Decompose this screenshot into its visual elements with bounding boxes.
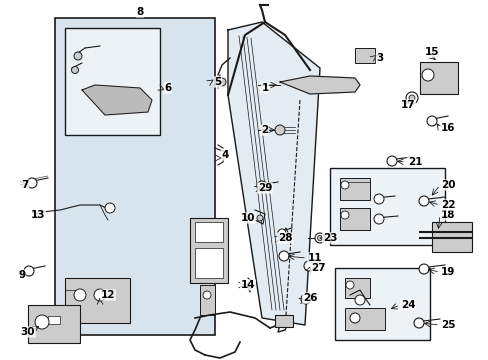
Text: 19: 19 (440, 267, 454, 277)
Text: 5: 5 (214, 77, 221, 87)
Circle shape (74, 289, 86, 301)
Circle shape (279, 251, 288, 261)
Text: 16: 16 (440, 123, 454, 133)
Circle shape (301, 294, 310, 304)
Circle shape (317, 235, 322, 240)
Bar (65, 278, 130, 323)
Circle shape (405, 92, 417, 104)
Circle shape (373, 194, 383, 204)
Bar (65, 28, 160, 135)
Text: 22: 22 (440, 200, 454, 210)
Text: 7: 7 (21, 180, 29, 190)
Bar (354, 48, 374, 63)
Bar (339, 208, 369, 230)
Text: 8: 8 (136, 7, 143, 17)
Circle shape (346, 281, 353, 289)
Circle shape (340, 211, 348, 219)
Circle shape (413, 318, 423, 328)
Text: 9: 9 (19, 270, 25, 280)
Circle shape (257, 181, 266, 191)
Circle shape (257, 215, 263, 221)
Circle shape (349, 313, 359, 323)
Bar (200, 285, 215, 315)
Circle shape (386, 156, 396, 166)
Bar (28, 305, 80, 343)
Text: 10: 10 (240, 213, 255, 223)
Circle shape (71, 67, 79, 73)
Text: 1: 1 (261, 83, 268, 93)
Text: 13: 13 (31, 210, 45, 220)
Text: 14: 14 (240, 280, 255, 290)
Circle shape (274, 125, 285, 135)
Text: 25: 25 (440, 320, 454, 330)
Circle shape (304, 261, 313, 271)
Bar (339, 178, 369, 200)
Circle shape (426, 116, 436, 126)
Bar (431, 222, 471, 252)
Bar (274, 315, 292, 327)
Circle shape (246, 282, 252, 288)
Circle shape (418, 264, 428, 274)
Text: 17: 17 (400, 100, 414, 110)
Circle shape (94, 289, 106, 301)
Bar (334, 268, 429, 340)
Bar (55, 18, 215, 335)
Circle shape (418, 196, 428, 206)
Bar (195, 222, 223, 242)
Bar (195, 248, 223, 278)
Text: 28: 28 (277, 233, 292, 243)
Text: 2: 2 (261, 125, 268, 135)
Text: 11: 11 (307, 253, 322, 263)
Polygon shape (82, 85, 152, 115)
Text: 12: 12 (101, 290, 115, 300)
Circle shape (421, 69, 433, 81)
Circle shape (105, 203, 115, 213)
Text: 18: 18 (440, 210, 454, 220)
Text: 6: 6 (164, 83, 171, 93)
Circle shape (203, 291, 210, 299)
Bar (419, 62, 457, 94)
Circle shape (373, 214, 383, 224)
Circle shape (278, 229, 285, 237)
Bar (190, 218, 227, 283)
Text: 4: 4 (221, 150, 228, 160)
Text: 3: 3 (376, 53, 383, 63)
Circle shape (354, 295, 364, 305)
Polygon shape (227, 22, 319, 325)
Text: 26: 26 (302, 293, 317, 303)
Bar (48, 316, 60, 324)
Text: 23: 23 (322, 233, 337, 243)
Bar (329, 168, 444, 245)
Text: 30: 30 (20, 327, 35, 337)
Text: 21: 21 (407, 157, 421, 167)
Circle shape (27, 178, 37, 188)
Circle shape (218, 78, 225, 86)
Bar (345, 278, 369, 298)
Circle shape (408, 95, 414, 101)
Text: 24: 24 (400, 300, 414, 310)
Text: 15: 15 (424, 47, 438, 57)
Text: 29: 29 (257, 183, 272, 193)
Text: 20: 20 (440, 180, 454, 190)
Circle shape (35, 315, 49, 329)
Circle shape (24, 266, 34, 276)
Circle shape (340, 181, 348, 189)
Circle shape (314, 233, 325, 243)
Text: 27: 27 (310, 263, 325, 273)
Polygon shape (280, 76, 359, 94)
Bar (345, 308, 384, 330)
Circle shape (74, 52, 82, 60)
